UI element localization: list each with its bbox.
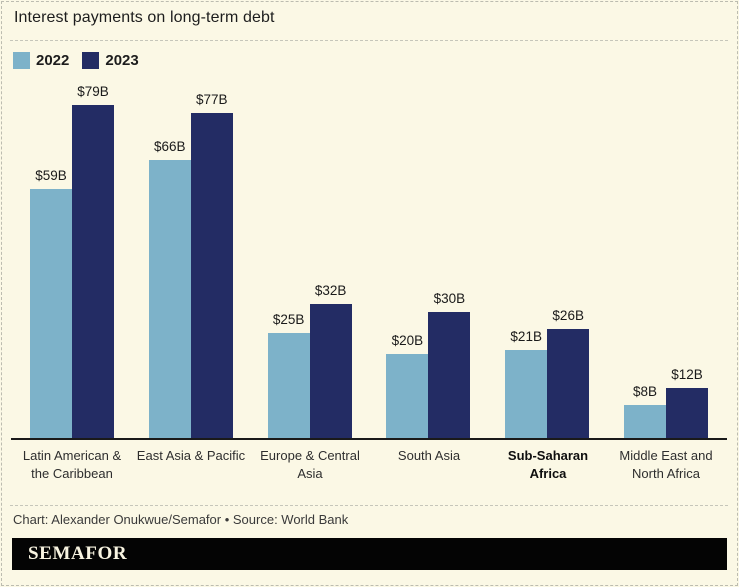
bar-column-2023: $77B bbox=[190, 92, 233, 439]
legend-label-2022: 2022 bbox=[36, 52, 70, 69]
chart-title: Interest payments on long-term debt bbox=[14, 9, 275, 26]
bar-2023 bbox=[309, 304, 352, 439]
bar-value-label: $25B bbox=[272, 312, 305, 327]
bar-value-label: $21B bbox=[510, 329, 542, 344]
bar-2023 bbox=[547, 329, 590, 439]
bar-2023 bbox=[428, 312, 471, 439]
bar-2022 bbox=[386, 354, 429, 439]
legend: 2022 2023 bbox=[13, 52, 139, 69]
bar-2023 bbox=[190, 113, 233, 439]
bar-column-2023: $32B bbox=[309, 283, 352, 439]
bar-group: $20B $30B bbox=[386, 291, 471, 439]
legend-item-2023: 2023 bbox=[82, 52, 139, 69]
bar-value-label: $30B bbox=[433, 291, 466, 306]
bar-value-label: $79B bbox=[77, 84, 109, 99]
x-axis-line bbox=[11, 438, 727, 440]
bar-column-2022: $20B bbox=[386, 333, 429, 439]
legend-swatch-2023 bbox=[82, 52, 100, 69]
bar-2023 bbox=[665, 388, 708, 439]
bar-column-2022: $59B bbox=[30, 168, 72, 439]
bar-column-2022: $8B bbox=[623, 384, 666, 439]
bar-column-2023: $26B bbox=[547, 308, 590, 439]
legend-label-2023: 2023 bbox=[105, 52, 139, 69]
bar-2022 bbox=[505, 350, 548, 439]
bar-value-label: $26B bbox=[552, 308, 584, 323]
bar-column-2023: $79B bbox=[72, 84, 114, 439]
bar-column-2023: $30B bbox=[428, 291, 471, 439]
legend-swatch-2022 bbox=[13, 52, 30, 69]
category-label: South Asia bbox=[397, 448, 461, 463]
semafor-logo-bar: SEMAFOR bbox=[12, 538, 727, 570]
bar-2022 bbox=[148, 160, 191, 439]
bar-value-label: $8B bbox=[632, 384, 657, 399]
semafor-logo: SEMAFOR bbox=[28, 543, 128, 564]
category-label: Middle East and North Africa bbox=[619, 448, 713, 481]
bar-group: $25B $32B bbox=[267, 283, 352, 439]
bar-group: $21B $26B bbox=[505, 308, 590, 439]
bar-group: $8B $12B bbox=[623, 367, 708, 439]
bar-column-2022: $66B bbox=[148, 139, 191, 439]
category-label: East Asia & Pacific bbox=[136, 448, 246, 463]
bar-column-2022: $21B bbox=[505, 329, 548, 439]
plot-area: $59B $79B $66B $77B $25B $32B $20B $30B $21B $26B… bbox=[11, 80, 727, 439]
bar-2022 bbox=[623, 405, 666, 439]
bar-value-label: $20B bbox=[391, 333, 424, 348]
bar-column-2022: $25B bbox=[267, 312, 310, 439]
bar-2022 bbox=[267, 333, 310, 439]
bar-value-label: $77B bbox=[196, 92, 228, 107]
bar-2023 bbox=[72, 105, 114, 439]
bar-value-label: $12B bbox=[671, 367, 703, 382]
credit-line: Chart: Alexander Onukwue/Semafor • Sourc… bbox=[13, 512, 349, 527]
category-label: Sub-Saharan Africa bbox=[507, 448, 589, 481]
category-axis-labels: Latin American & the Caribbean East Asia &… bbox=[11, 447, 727, 487]
title-divider bbox=[10, 40, 728, 41]
bar-group: $66B $77B bbox=[148, 92, 233, 439]
bar-value-label: $32B bbox=[314, 283, 347, 298]
legend-item-2022: 2022 bbox=[13, 52, 69, 69]
bar-value-label: $66B bbox=[154, 139, 186, 154]
footer-divider bbox=[10, 505, 728, 506]
bar-group: $59B $79B bbox=[30, 84, 114, 439]
bar-column-2023: $12B bbox=[665, 367, 708, 439]
bar-value-label: $59B bbox=[35, 168, 67, 183]
bar-2022 bbox=[30, 189, 72, 439]
category-label: Latin American & the Caribbean bbox=[22, 448, 122, 481]
category-label: Europe & Central Asia bbox=[260, 448, 360, 481]
